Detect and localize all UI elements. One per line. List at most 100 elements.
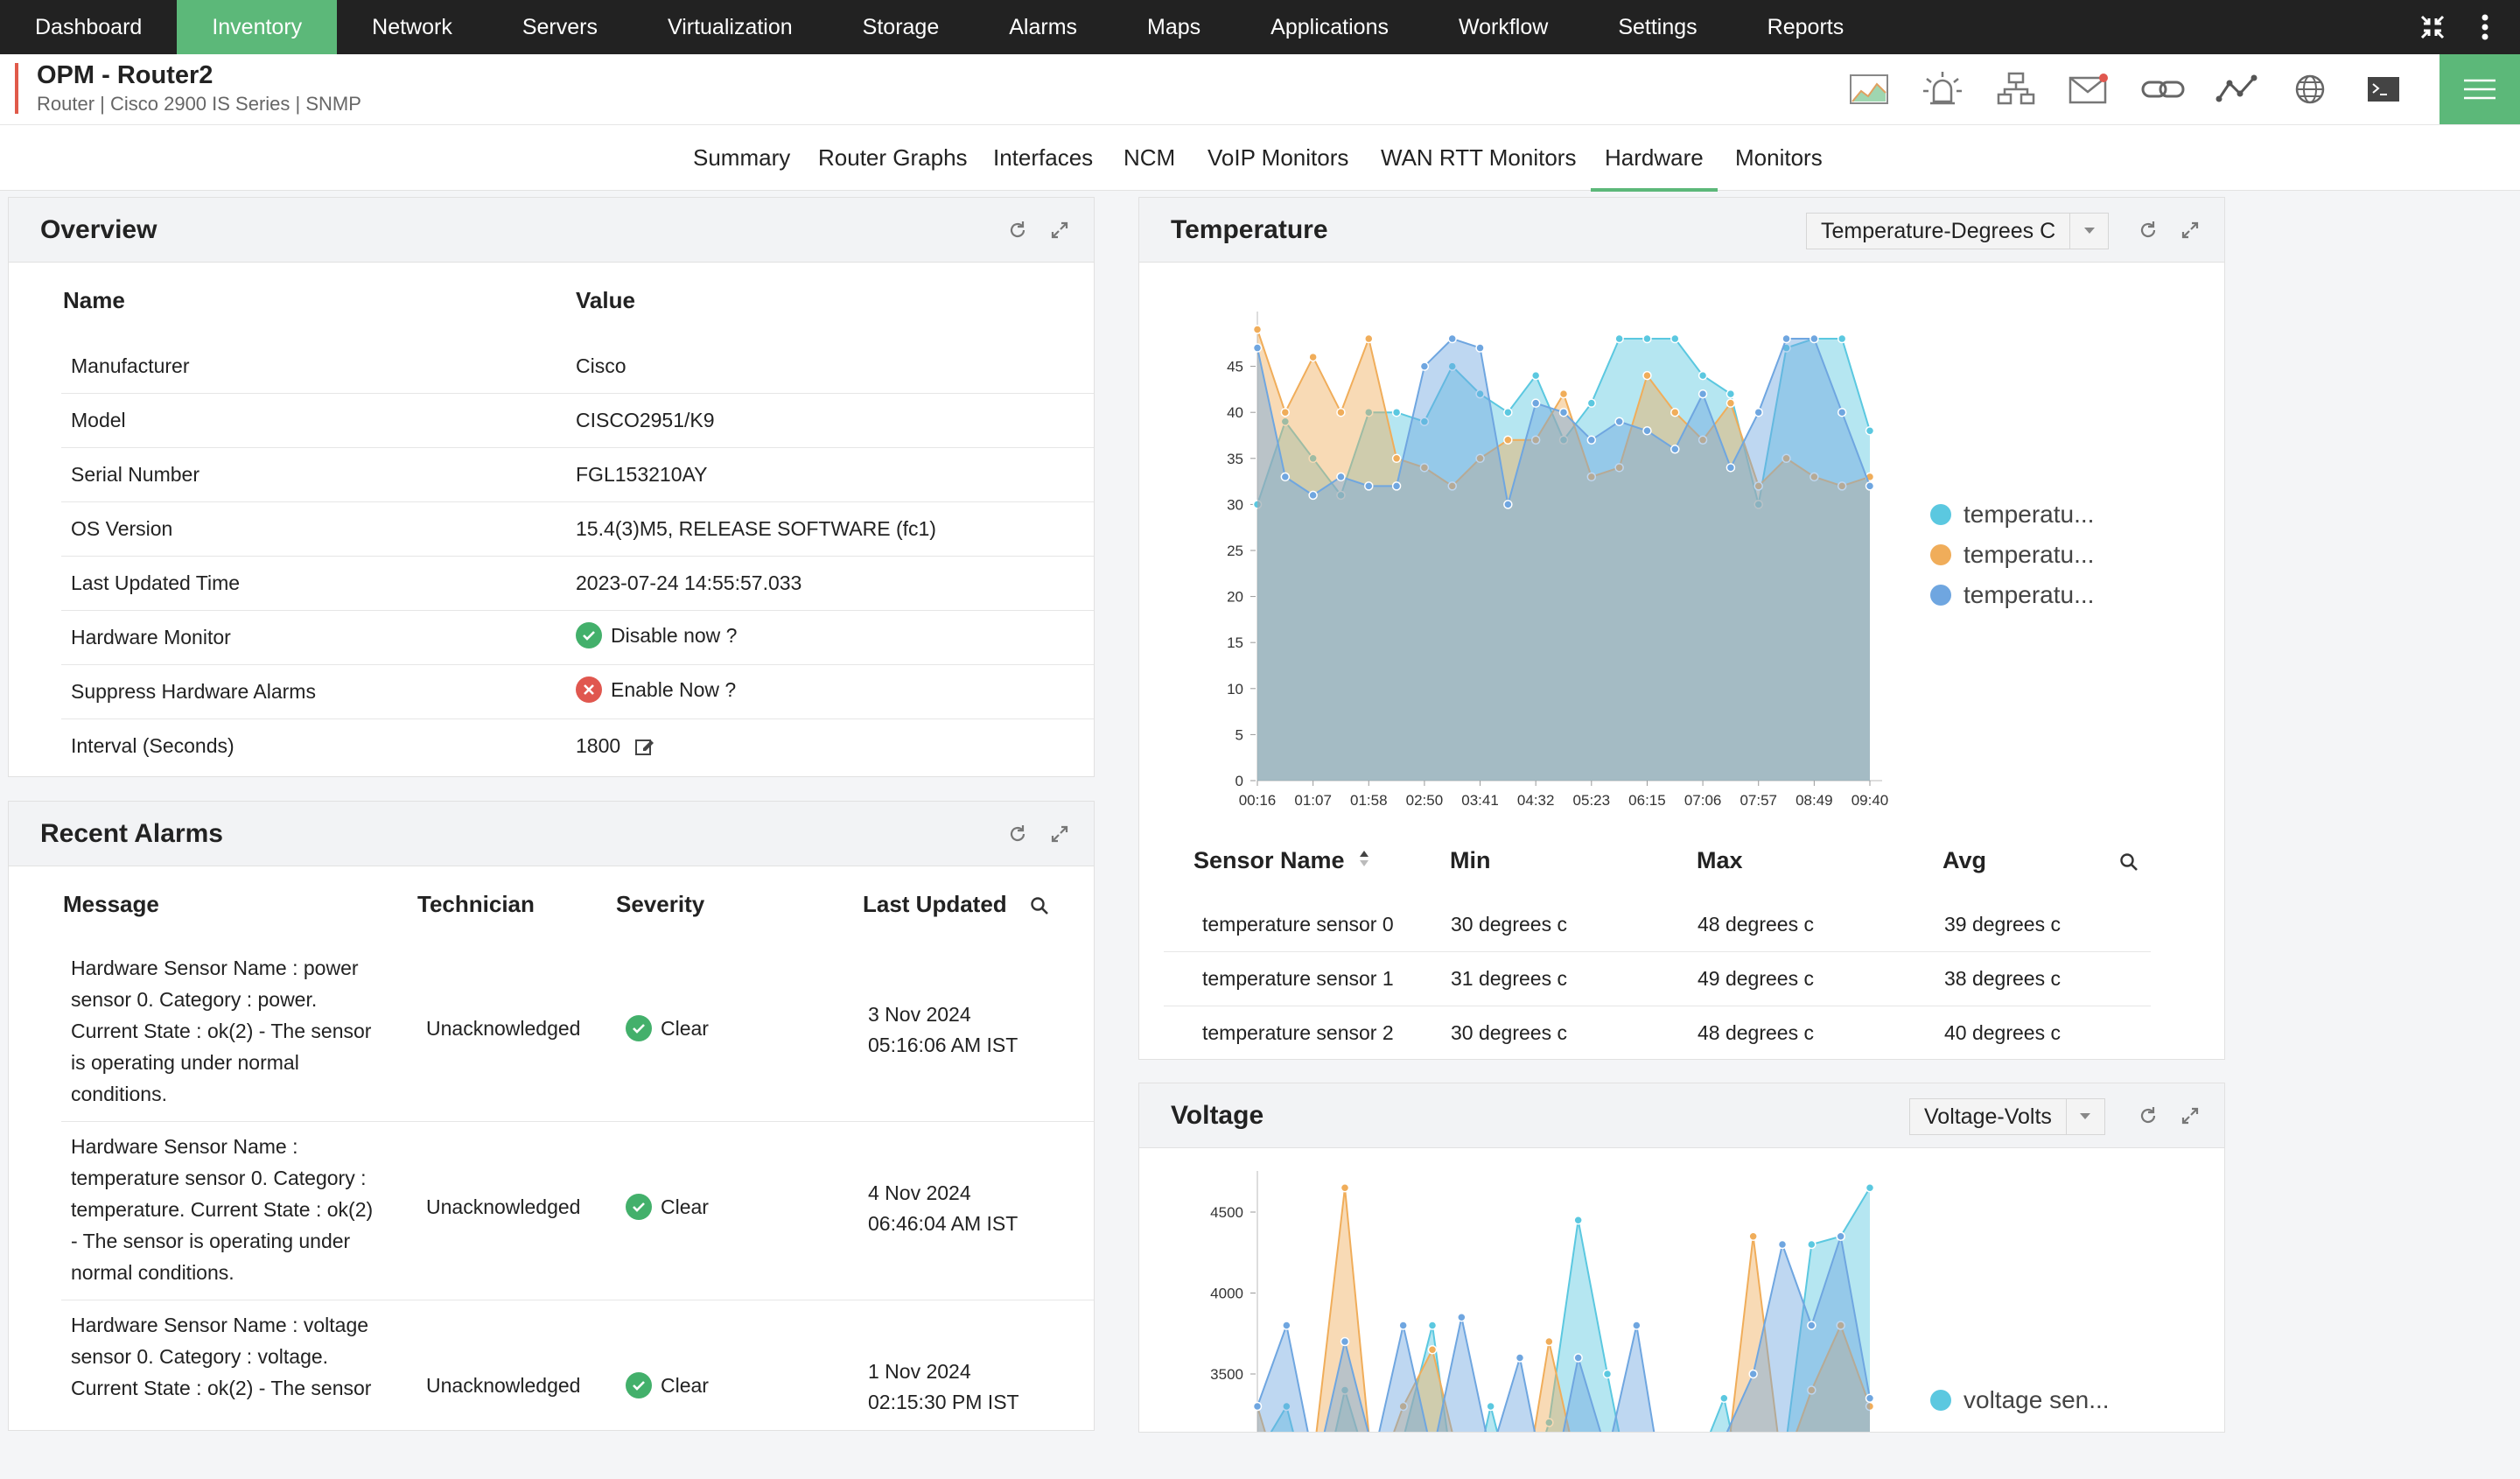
nav-virtualization[interactable]: Virtualization	[667, 15, 793, 39]
nav-reports[interactable]: Reports	[1767, 15, 1844, 39]
nav-servers[interactable]: Servers	[522, 15, 598, 39]
expand-icon[interactable]	[1048, 823, 1071, 845]
disable-now-link[interactable]: Disable now ?	[611, 623, 738, 647]
more-vertical-icon[interactable]	[2468, 10, 2502, 45]
data-point	[1748, 1231, 1758, 1241]
tab-ncm[interactable]: NCM	[1124, 144, 1176, 171]
data-point	[1586, 398, 1597, 408]
legend-swatch	[1930, 544, 1951, 565]
sensor-header-avg[interactable]: Avg	[1942, 847, 1987, 873]
nav-dashboard[interactable]: Dashboard	[35, 15, 143, 39]
sensor-header-max[interactable]: Max	[1697, 847, 1743, 873]
alarms-header-message[interactable]: Message	[63, 891, 159, 917]
globe-icon[interactable]	[2287, 67, 2333, 112]
y-tick-label: 40	[1227, 404, 1243, 421]
expand-icon[interactable]	[2179, 219, 2202, 242]
terminal-icon[interactable]	[2361, 67, 2406, 112]
data-point	[1719, 1393, 1729, 1403]
table-row[interactable]: Hardware Sensor Name : voltage sensor 0.…	[61, 1300, 1094, 1479]
expand-icon[interactable]	[2179, 1104, 2202, 1127]
tab-interfaces[interactable]: Interfaces	[993, 144, 1094, 171]
expand-icon[interactable]	[1048, 219, 1071, 242]
series-area	[1257, 1188, 1870, 1432]
sensor-header-name[interactable]: Sensor Name	[1194, 847, 1370, 874]
y-tick-label: 45	[1227, 359, 1243, 375]
refresh-icon[interactable]	[2137, 219, 2160, 242]
table-row: Serial Number FGL153210AY	[61, 448, 1094, 502]
nav-network[interactable]: Network	[372, 15, 452, 39]
hamburger-menu-button[interactable]	[2440, 54, 2520, 124]
nav-applications[interactable]: Applications	[1270, 15, 1389, 39]
tab-hardware[interactable]: Hardware	[1591, 125, 1718, 192]
nav-inventory[interactable]: Inventory	[177, 0, 338, 54]
table-row[interactable]: Hardware Sensor Name : power sensor 0. C…	[61, 943, 1094, 1122]
topology-icon[interactable]	[1993, 67, 2039, 112]
data-point	[1807, 1321, 1816, 1330]
data-point	[1837, 481, 1847, 491]
sensor-header-min[interactable]: Min	[1450, 847, 1491, 873]
data-point	[1602, 1369, 1613, 1379]
x-tick-label: 09:40	[1852, 792, 1889, 809]
edit-icon[interactable]	[634, 736, 655, 757]
search-icon[interactable]	[2119, 852, 2138, 876]
nav-alarms[interactable]: Alarms	[1009, 15, 1078, 39]
data-point	[1530, 398, 1541, 408]
mail-icon[interactable]	[2067, 67, 2112, 112]
x-tick-label: 04:32	[1517, 792, 1555, 809]
refresh-icon[interactable]	[1006, 823, 1029, 845]
data-point	[1398, 1321, 1408, 1330]
legend-swatch	[1930, 504, 1951, 525]
data-point	[1282, 1401, 1292, 1412]
data-point	[1419, 361, 1430, 371]
temperature-unit-dropdown[interactable]: Temperature-Degrees C	[1806, 213, 2110, 249]
table-row: Manufacturer Cisco	[61, 340, 1094, 394]
y-tick-label: 20	[1227, 589, 1243, 606]
refresh-icon[interactable]	[1006, 219, 1029, 242]
legend-item[interactable]: voltage sen...	[1930, 1386, 2110, 1414]
refresh-icon[interactable]	[2137, 1104, 2160, 1127]
tab-voip-monitors[interactable]: VoIP Monitors	[1208, 144, 1349, 171]
x-tick-label: 00:16	[1239, 792, 1277, 809]
nav-maps[interactable]: Maps	[1147, 15, 1201, 39]
message-line: conditions.	[71, 1083, 167, 1105]
alarm-bell-icon[interactable]	[1920, 67, 1965, 112]
severity-label: Clear	[661, 1195, 709, 1218]
message-line: sensor 0. Category : power.	[71, 988, 318, 1011]
data-point	[1726, 463, 1736, 473]
row-name: Hardware Monitor	[71, 626, 231, 648]
tab-router-graphs[interactable]: Router Graphs	[818, 144, 968, 171]
alarms-header-last-updated[interactable]: Last Updated	[863, 891, 1007, 917]
data-point	[1364, 481, 1374, 491]
severity-label: Clear	[661, 1016, 709, 1040]
search-icon[interactable]	[1030, 896, 1049, 920]
legend-item[interactable]: temperatu...	[1930, 581, 2094, 609]
table-row[interactable]: Hardware Sensor Name : temperature senso…	[61, 1122, 1094, 1300]
tab-monitors[interactable]: Monitors	[1735, 144, 1823, 171]
nav-workflow[interactable]: Workflow	[1458, 15, 1549, 39]
severity-label: Clear	[661, 1373, 709, 1397]
legend-item[interactable]: temperatu...	[1930, 501, 2094, 529]
overview-title: Overview	[40, 215, 158, 244]
enable-now-link[interactable]: Enable Now ?	[611, 677, 737, 701]
data-point	[1865, 1393, 1875, 1403]
row-name: Suppress Hardware Alarms	[71, 680, 316, 703]
alarms-header-technician[interactable]: Technician	[417, 891, 535, 917]
voltage-unit-dropdown[interactable]: Voltage-Volts	[1909, 1098, 2105, 1135]
y-tick-label: 4500	[1210, 1204, 1243, 1221]
graph-icon[interactable]	[1846, 67, 1892, 112]
message-line: is operating under normal	[71, 1051, 299, 1074]
route-icon[interactable]	[2214, 67, 2259, 112]
link-icon[interactable]	[2140, 67, 2186, 112]
alarm-technician: Unacknowledged	[426, 1195, 581, 1218]
nav-storage[interactable]: Storage	[862, 15, 940, 39]
tab-summary[interactable]: Summary	[693, 144, 791, 171]
sensor-max: 48 degrees c	[1698, 913, 1814, 936]
tab-wan-rtt-monitors[interactable]: WAN RTT Monitors	[1381, 144, 1577, 171]
collapse-icon[interactable]	[2415, 10, 2450, 45]
series-area	[1257, 1236, 1870, 1432]
alarms-header-severity[interactable]: Severity	[616, 891, 705, 917]
legend-item[interactable]: temperatu...	[1930, 541, 2094, 569]
nav-settings[interactable]: Settings	[1618, 15, 1698, 39]
data-point	[1391, 481, 1402, 491]
data-point	[1698, 370, 1708, 381]
